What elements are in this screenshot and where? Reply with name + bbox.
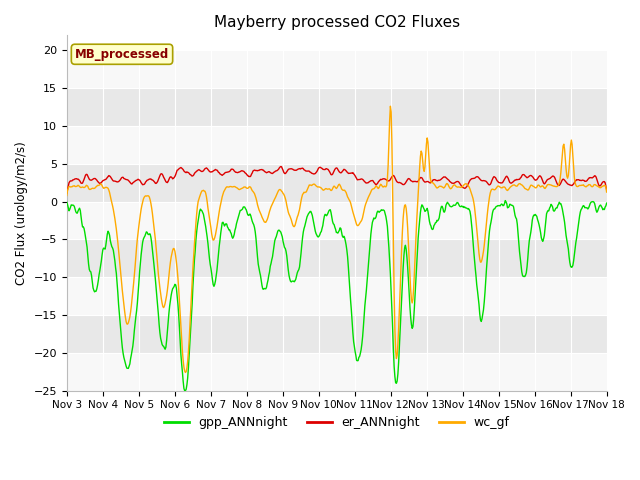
er_ANNnight [63, 190, 70, 196]
gpp_ANNnight [403, 254, 411, 260]
wc_gf [182, 370, 189, 375]
er_ANNnight [277, 164, 285, 169]
Bar [67, 277, 607, 315]
gpp_ANNnight [419, 203, 426, 209]
gpp_ANNnight [73, 210, 81, 216]
gpp_ANNnight [181, 388, 189, 394]
Line: er_ANNnight: er_ANNnight [67, 167, 607, 193]
er_ANNnight [403, 178, 411, 183]
wc_gf [603, 189, 611, 195]
wc_gf [63, 192, 70, 198]
Bar [67, 240, 607, 277]
Bar [67, 126, 607, 164]
gpp_ANNnight [63, 199, 70, 205]
er_ANNnight [212, 167, 220, 172]
Line: gpp_ANNnight: gpp_ANNnight [67, 201, 607, 391]
wc_gf [420, 166, 428, 171]
wc_gf [184, 359, 191, 364]
wc_gf [128, 296, 136, 301]
Bar [67, 353, 607, 391]
Text: MB_processed: MB_processed [75, 48, 169, 61]
Bar [67, 202, 607, 240]
er_ANNnight [73, 176, 81, 181]
Y-axis label: CO2 Flux (urology/m2/s): CO2 Flux (urology/m2/s) [15, 141, 28, 285]
Bar [67, 88, 607, 126]
Bar [67, 315, 607, 353]
er_ANNnight [419, 176, 426, 182]
wc_gf [404, 225, 412, 231]
wc_gf [387, 103, 394, 109]
Bar [67, 164, 607, 202]
wc_gf [73, 183, 81, 189]
gpp_ANNnight [501, 198, 509, 204]
er_ANNnight [603, 187, 611, 192]
gpp_ANNnight [128, 348, 136, 353]
er_ANNnight [183, 169, 191, 175]
gpp_ANNnight [184, 375, 191, 381]
Bar [67, 50, 607, 88]
Title: Mayberry processed CO2 Fluxes: Mayberry processed CO2 Fluxes [214, 15, 460, 30]
wc_gf [212, 228, 220, 234]
Legend: gpp_ANNnight, er_ANNnight, wc_gf: gpp_ANNnight, er_ANNnight, wc_gf [159, 411, 515, 434]
er_ANNnight [128, 181, 136, 187]
gpp_ANNnight [212, 273, 220, 279]
Line: wc_gf: wc_gf [67, 106, 607, 372]
gpp_ANNnight [603, 200, 611, 206]
